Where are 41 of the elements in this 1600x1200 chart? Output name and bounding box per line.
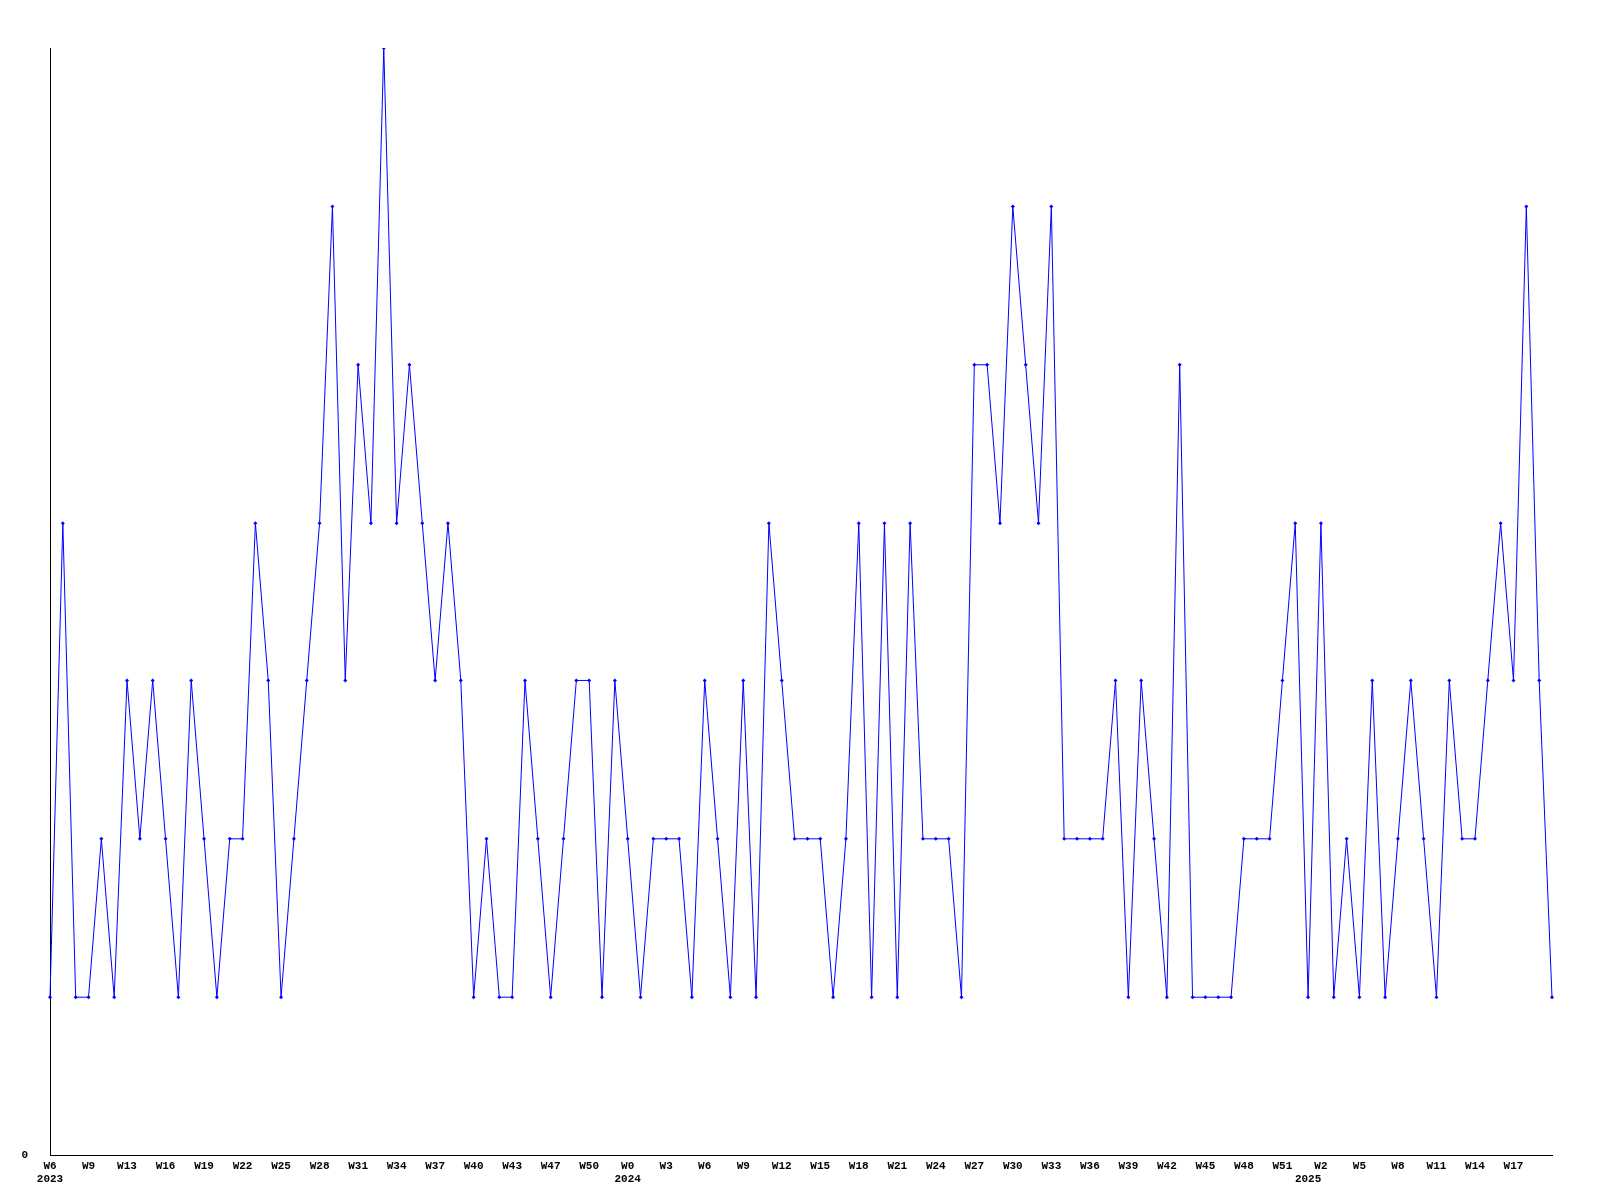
x-tick-label: W17 [1503, 1159, 1524, 1172]
x-tick-label: W12 [771, 1159, 792, 1172]
x-tick-label: W36 [1079, 1159, 1100, 1172]
x-tick-label: W34 [386, 1159, 407, 1172]
x-tick-label: W39 [1118, 1159, 1139, 1172]
x-tick-label: W9 [736, 1159, 750, 1172]
x-tick-label: W9 [81, 1159, 96, 1172]
x-tick-label: W2 [1314, 1159, 1328, 1172]
x-tick-label: W43 [502, 1159, 523, 1172]
x-tick-label: W8 [1391, 1159, 1405, 1172]
x-tick-label: W31 [348, 1159, 369, 1172]
x-tick-label: W0 2024 [614, 1159, 642, 1186]
x-tick-label: W28 [309, 1159, 330, 1172]
x-tick-label: W5 [1352, 1159, 1367, 1172]
x-tick-label: W45 [1195, 1159, 1216, 1172]
x-tick-label: W51 [1272, 1159, 1293, 1172]
x-tick-label: W24 [925, 1159, 947, 1172]
x-tick-label: W25 [271, 1159, 292, 1172]
x-tick-label: W37 [425, 1159, 446, 1172]
x-tick-label: W30 [1002, 1159, 1023, 1172]
x-tick-label: W19 [194, 1159, 214, 1172]
x-tick-label: W47 [540, 1159, 561, 1172]
x-tick-label: W40 [463, 1159, 484, 1172]
x-tick-label: W18 [848, 1159, 870, 1172]
x-tick-label: W3 [659, 1159, 674, 1172]
x-tick-label: W6 [698, 1159, 712, 1172]
x-tick-label: W27 [964, 1159, 985, 1172]
x-tick-label: W33 [1041, 1159, 1062, 1172]
x-tick-label: W50 [579, 1159, 600, 1172]
x-tick-label: W6 2023 [36, 1159, 64, 1186]
x-tick-label: W16 [155, 1159, 176, 1172]
x-tick-label: 2025 [1294, 1173, 1322, 1186]
x-tick-label: W21 [887, 1159, 908, 1172]
x-tick-label: W15 [810, 1159, 831, 1172]
x-tick-label: W13 [117, 1159, 138, 1172]
x-tick-label: W22 [232, 1159, 253, 1172]
x-tick-label: W11 [1426, 1159, 1447, 1172]
text: 0 [21, 1149, 28, 1162]
x-tick-label: W14 [1465, 1159, 1486, 1172]
x-tick-label: W48 [1233, 1159, 1255, 1172]
x-tick-label: W42 [1156, 1159, 1177, 1172]
